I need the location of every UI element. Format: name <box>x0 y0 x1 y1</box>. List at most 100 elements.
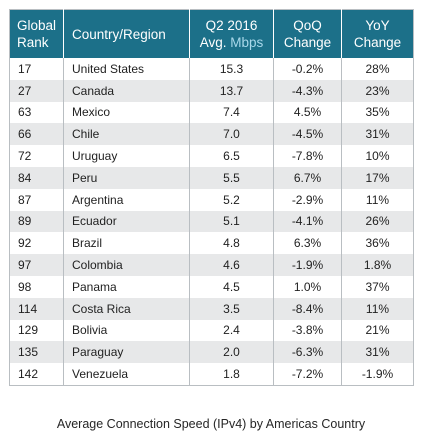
cell-avg-speed: 7.0 <box>189 123 274 146</box>
cell-qoq-change: 6.7% <box>273 166 342 189</box>
header-yoy-line1: YoY <box>365 18 390 33</box>
cell-rank: 84 <box>9 166 64 189</box>
cell-yoy-change: -1.9% <box>341 363 414 386</box>
cell-country: Chile <box>63 123 190 146</box>
cell-rank: 114 <box>9 297 64 320</box>
cell-rank: 63 <box>9 101 64 124</box>
column-header-country: Country/Region <box>63 9 190 58</box>
cell-country: Paraguay <box>63 341 190 364</box>
cell-avg-speed: 13.7 <box>189 79 274 102</box>
cell-yoy-change: 35% <box>341 101 414 124</box>
cell-rank: 129 <box>9 319 64 342</box>
cell-rank: 135 <box>9 341 64 364</box>
cell-avg-speed: 4.6 <box>189 254 274 276</box>
table-body: 17 United States 15.3 -0.2% 28% 27 Canada 13.7-… <box>9 58 414 386</box>
cell-avg-speed: 3.5 <box>189 297 274 320</box>
cell-rank: 142 <box>9 363 64 386</box>
table-row: 84 Peru 5.5 6.7% 17% <box>9 166 414 189</box>
cell-yoy-change: 31% <box>341 123 414 146</box>
cell-country: Venezuela <box>63 363 190 386</box>
cell-yoy-change: 17% <box>341 166 414 189</box>
table-row: 98 Panama 4.5 1.0% 37% <box>9 275 414 298</box>
table-container: Global Rank Country/Region Q2 2016 Avg. … <box>9 9 414 386</box>
cell-qoq-change: -7.2% <box>273 363 342 386</box>
table-row: 17 United States 15.3 -0.2% 28% <box>9 58 414 80</box>
column-header-global-rank: Global Rank <box>9 9 64 58</box>
cell-avg-speed: 5.1 <box>189 210 274 233</box>
table-caption: Average Connection Speed (IPv4) by Ameri… <box>56 417 366 431</box>
header-qoq-line1: QoQ <box>293 18 322 33</box>
cell-qoq-change: -4.5% <box>273 123 342 146</box>
cell-country: Panama <box>63 275 190 298</box>
cell-country: Colombia <box>63 254 190 276</box>
cell-yoy-change: 28% <box>341 58 414 80</box>
table-row: 27 Canada 13.7 -4.3% 23% <box>9 79 414 102</box>
cell-avg-speed: 15.3 <box>189 58 274 80</box>
cell-yoy-change: 21% <box>341 319 414 342</box>
header-row: Global Rank Country/Region Q2 2016 Avg. … <box>9 9 414 58</box>
cell-qoq-change: -2.9% <box>273 188 342 211</box>
header-rank-line1: Global <box>17 18 57 33</box>
cell-yoy-change: 26% <box>341 210 414 233</box>
cell-country: Ecuador <box>63 210 190 233</box>
cell-yoy-change: 1.8% <box>341 254 414 276</box>
cell-yoy-change: 23% <box>341 79 414 102</box>
column-header-avg-speed: Q2 2016 Avg. Mbps <box>189 9 274 58</box>
table-row: 87 Argentina 5.2 -2.9% 11% <box>9 188 414 211</box>
cell-avg-speed: 4.8 <box>189 232 274 255</box>
cell-country: Canada <box>63 79 190 102</box>
cell-avg-speed: 6.5 <box>189 145 274 167</box>
table-row: 97 Colombia 4.6 -1.9% 1.8% <box>9 254 414 276</box>
cell-avg-speed: 4.5 <box>189 275 274 298</box>
cell-country: Brazil <box>63 232 190 255</box>
cell-qoq-change: 4.5% <box>273 101 342 124</box>
cell-avg-speed: 2.4 <box>189 319 274 342</box>
cell-yoy-change: 11% <box>341 297 414 320</box>
header-avg-line2: Avg. <box>199 35 231 50</box>
cell-qoq-change: -8.4% <box>273 297 342 320</box>
cell-avg-speed: 5.5 <box>189 166 274 189</box>
cell-rank: 97 <box>9 254 64 276</box>
header-avg-line1: Q2 2016 <box>205 18 258 33</box>
column-header-yoy: YoY Change <box>341 9 414 58</box>
cell-qoq-change: -4.3% <box>273 79 342 102</box>
cell-yoy-change: 10% <box>341 145 414 167</box>
cell-rank: 92 <box>9 232 64 255</box>
table-row: 72 Uruguay 6.5 -7.8% 10% <box>9 145 414 167</box>
cell-rank: 66 <box>9 123 64 146</box>
table-row: 66 Chile 7.0 -4.5% 31% <box>9 123 414 146</box>
cell-yoy-change: 36% <box>341 232 414 255</box>
header-rank-line2: Rank <box>17 35 49 50</box>
cell-rank: 87 <box>9 188 64 211</box>
table-row: 89 Ecuador 5.1 -4.1% 26% <box>9 210 414 233</box>
header-yoy-line2: Change <box>353 35 402 50</box>
cell-country: Peru <box>63 166 190 189</box>
table-row: 129 Bolivia 2.4 -3.8% 21% <box>9 319 414 342</box>
table-row: 92 Brazil 4.8 6.3% 36% <box>9 232 414 255</box>
column-header-qoq: QoQ Change <box>273 9 342 58</box>
cell-avg-speed: 1.8 <box>189 363 274 386</box>
header-avg-unit: Mbps <box>230 35 264 50</box>
cell-qoq-change: -1.9% <box>273 254 342 276</box>
table-row: 142 Venezuela 1.8 -7.2% -1.9% <box>9 363 414 386</box>
cell-qoq-change: -0.2% <box>273 58 342 80</box>
table-row: 63 Mexico 7.4 4.5% 35% <box>9 101 414 124</box>
connection-speed-table: Global Rank Country/Region Q2 2016 Avg. … <box>9 9 414 386</box>
cell-country: Uruguay <box>63 145 190 167</box>
cell-qoq-change: -4.1% <box>273 210 342 233</box>
cell-qoq-change: 6.3% <box>273 232 342 255</box>
header-country-line1: Country/Region <box>72 26 166 42</box>
cell-country: Bolivia <box>63 319 190 342</box>
table-row: 135 Paraguay 2.0 -6.3% 31% <box>9 341 414 364</box>
cell-rank: 27 <box>9 79 64 102</box>
cell-qoq-change: -3.8% <box>273 319 342 342</box>
cell-yoy-change: 31% <box>341 341 414 364</box>
cell-qoq-change: -7.8% <box>273 145 342 167</box>
cell-rank: 98 <box>9 275 64 298</box>
cell-rank: 89 <box>9 210 64 233</box>
cell-country: Costa Rica <box>63 297 190 320</box>
cell-qoq-change: 1.0% <box>273 275 342 298</box>
cell-yoy-change: 11% <box>341 188 414 211</box>
cell-rank: 72 <box>9 145 64 167</box>
header-qoq-line2: Change <box>283 35 332 50</box>
